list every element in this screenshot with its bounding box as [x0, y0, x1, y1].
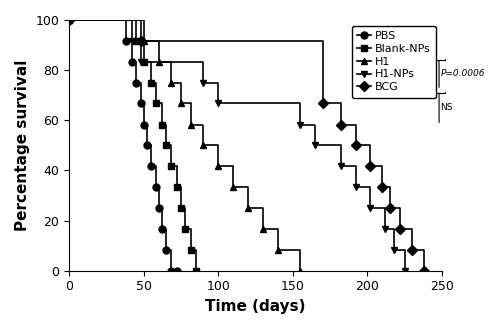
- Text: NS: NS: [440, 103, 453, 112]
- Text: P=0.0006: P=0.0006: [440, 69, 485, 78]
- X-axis label: Time (days): Time (days): [206, 299, 306, 314]
- Y-axis label: Percentage survival: Percentage survival: [15, 60, 30, 231]
- Legend: PBS, Blank-NPs, H1, H1-NPs, BCG: PBS, Blank-NPs, H1, H1-NPs, BCG: [352, 26, 436, 98]
